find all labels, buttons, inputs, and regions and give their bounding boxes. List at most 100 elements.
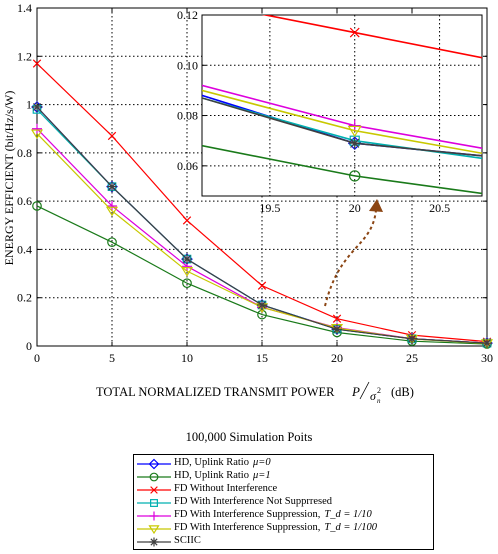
x-axis-label-math-sup: 2 [377, 386, 381, 395]
legend-swatch [137, 486, 171, 494]
x-axis-label-text: TOTAL NORMALIZED TRANSMIT POWER [96, 385, 335, 399]
data-point [182, 216, 192, 225]
zoom-arrow [324, 199, 383, 307]
inset-series-6 [202, 97, 482, 157]
zoom-arrow-path [324, 209, 377, 307]
y-tick-label: 0 [26, 339, 32, 353]
legend-swatch [137, 499, 171, 507]
inset-y-tick-label: 0.06 [177, 159, 198, 173]
data-point [30, 129, 44, 140]
legend-label-text: HD, Uplink Ratio [174, 457, 249, 468]
data-point [182, 254, 192, 265]
inset-plot-area: 19.5 20 20.5 0.06 0.08 0.10 0.12 [177, 8, 483, 215]
data-point [332, 324, 342, 335]
inset-frame [201, 14, 483, 197]
y-tick-label: 0.8 [17, 146, 32, 160]
x-tick-label: 30 [481, 351, 493, 365]
x-tick-label: 5 [109, 351, 115, 365]
legend-label: SCIIC [174, 535, 201, 546]
legend-marker [150, 486, 158, 494]
inset-series-1 [202, 144, 482, 195]
inset-series-line [202, 89, 482, 155]
zoom-arrow-head [369, 199, 383, 212]
data-point [107, 131, 117, 141]
data-point [32, 101, 42, 112]
legend-label: FD With Interference Suppression, T_d = 1… [174, 522, 377, 533]
x-tick-label: 25 [406, 351, 418, 365]
inset-x-tick-label: 20 [349, 201, 361, 215]
inset-series-5 [202, 89, 482, 155]
legend-marker [150, 499, 158, 507]
data-point [107, 181, 117, 192]
data-point [482, 338, 492, 349]
legend-swatch [137, 458, 171, 470]
x-axis-label-unit: (dB) [391, 385, 414, 399]
legend-label: HD, Uplink Ratio μ=0 [174, 457, 271, 468]
y-tick-label: 1.2 [17, 49, 32, 63]
legend-swatch [137, 472, 171, 482]
data-point [105, 206, 119, 217]
x-tick-label: 10 [181, 351, 193, 365]
inset-x-tick-label: 19.5 [259, 201, 280, 215]
legend-label: FD With Interference Suppression, T_d = 1… [174, 509, 372, 520]
legend-label-text: FD Without Interference [174, 483, 278, 494]
legend: HD, Uplink Ratio μ=0 HD, Uplink Ratio μ=1 FD… [133, 454, 434, 550]
inset-data-point [348, 137, 361, 150]
x-tick-label: 0 [34, 351, 40, 365]
data-point [182, 278, 192, 289]
data-point [107, 237, 117, 248]
x-tick-label: 20 [331, 351, 343, 365]
legend-label: FD Without Interference [174, 483, 277, 494]
legend-label: HD, Uplink Ratio μ=1 [174, 470, 271, 481]
inset-y-tick-label: 0.12 [177, 8, 198, 22]
inset-y-tick-label: 0.08 [177, 109, 198, 123]
data-point [257, 299, 267, 310]
inset-y-tick-label: 0.10 [177, 58, 198, 72]
legend-label-text: FD With Interference Suppression, [174, 509, 321, 520]
data-point [180, 267, 194, 277]
legend-swatch [137, 511, 171, 521]
y-axis-label: ENERGY EFFICIENT (bit/Hz/s/W) [2, 91, 16, 266]
inset-data-point [349, 170, 361, 182]
data-point [32, 123, 42, 134]
inset-data-point [349, 27, 360, 38]
legend-label-math: T_d = 1/10 [324, 509, 372, 520]
legend-label-math: T_d = 1/100 [324, 522, 377, 533]
x-axis-label-math-sub: n [377, 397, 381, 405]
legend-item: HD, Uplink Ratio μ=0 [134, 457, 433, 470]
inset-series-2 [261, 15, 482, 59]
legend-item: FD With Interference Suppression, T_d = 1… [134, 522, 433, 535]
data-point [107, 200, 117, 211]
legend-label-text: FD With Interference Suppression, [174, 522, 321, 533]
legend-label-text: HD, Uplink Ratio [174, 470, 249, 481]
data-point [257, 281, 267, 290]
x-axis-label-math-sigma: σ [370, 389, 377, 403]
legend-marker [148, 525, 160, 535]
y-tick-label: 1 [26, 98, 32, 112]
legend-item: SCIIC [134, 535, 433, 548]
inset-series-group [202, 15, 482, 195]
x-axis-label-math-p: P [351, 384, 360, 399]
inset-x-tick-label: 20.5 [429, 201, 450, 215]
data-point [32, 201, 42, 211]
legend-item: FD With Interference Not Supprresed [134, 496, 433, 509]
legend-label-text: FD With Interference Not Supprresed [174, 496, 333, 507]
data-point [407, 333, 417, 344]
data-point [332, 314, 342, 323]
y-tick-label: 0.6 [17, 194, 32, 208]
inset-series-line [202, 144, 482, 195]
legend-item: FD With Interference Suppression, T_d = 1… [134, 509, 433, 522]
y-tick-label: 0.4 [17, 242, 32, 256]
y-tick-label: 0.2 [17, 291, 32, 305]
series-6 [32, 101, 492, 349]
legend-item: FD Without Interference [134, 483, 433, 496]
legend-item: HD, Uplink Ratio μ=1 [134, 470, 433, 483]
inset-data-point [348, 119, 361, 132]
data-point [32, 59, 42, 68]
legend-marker [148, 458, 160, 470]
legend-label-text: SCIIC [174, 535, 201, 546]
legend-marker [149, 537, 159, 547]
y-tick-label: 1.4 [17, 1, 32, 15]
x-axis-label: TOTAL NORMALIZED TRANSMIT POWER P σ 2 n … [96, 381, 414, 405]
